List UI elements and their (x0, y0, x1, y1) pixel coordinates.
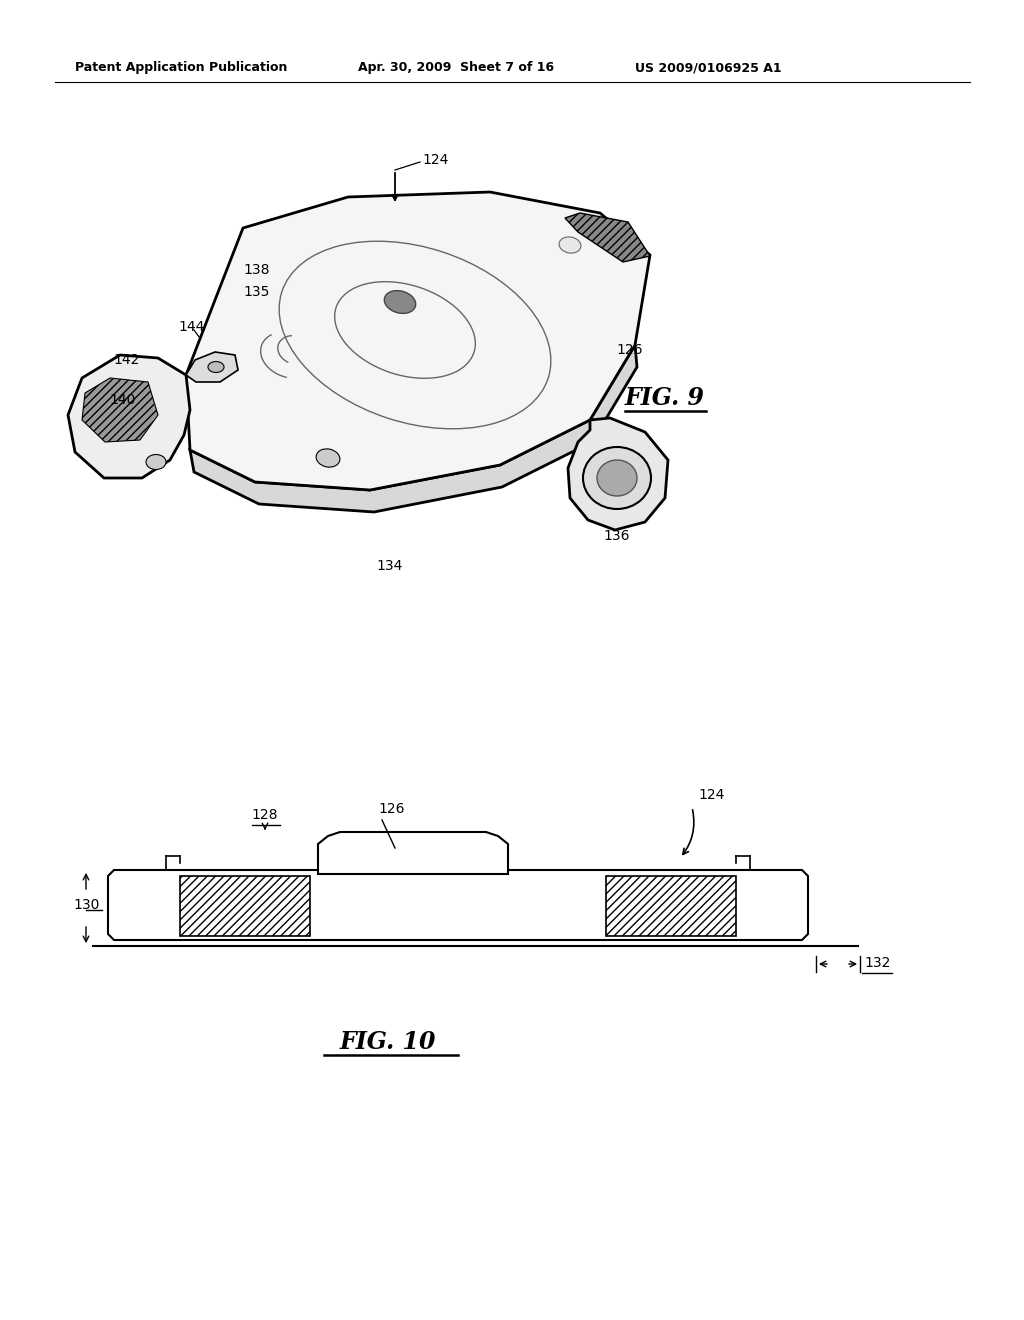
Ellipse shape (597, 459, 637, 496)
Ellipse shape (384, 290, 416, 313)
Polygon shape (318, 832, 508, 874)
Text: 144: 144 (178, 319, 205, 334)
Polygon shape (568, 418, 668, 531)
Text: 124: 124 (422, 153, 449, 168)
Text: 142: 142 (114, 352, 140, 367)
Ellipse shape (208, 362, 224, 372)
Polygon shape (565, 213, 650, 261)
Text: 134: 134 (377, 558, 403, 573)
Text: 124: 124 (698, 788, 724, 803)
Ellipse shape (316, 449, 340, 467)
Text: FIG. 10: FIG. 10 (340, 1030, 436, 1053)
Text: 132: 132 (864, 956, 891, 970)
Polygon shape (82, 378, 158, 442)
Text: 126: 126 (378, 803, 404, 816)
FancyBboxPatch shape (606, 876, 736, 936)
Text: Patent Application Publication: Patent Application Publication (75, 62, 288, 74)
Text: 136: 136 (604, 529, 630, 543)
Text: 135: 135 (243, 285, 269, 300)
Text: FIG. 9: FIG. 9 (625, 385, 705, 411)
Text: 138: 138 (243, 263, 269, 277)
Polygon shape (68, 355, 190, 478)
Ellipse shape (146, 454, 166, 470)
Text: 130: 130 (74, 898, 100, 912)
Polygon shape (186, 352, 238, 381)
Text: US 2009/0106925 A1: US 2009/0106925 A1 (635, 62, 781, 74)
Text: Apr. 30, 2009  Sheet 7 of 16: Apr. 30, 2009 Sheet 7 of 16 (358, 62, 554, 74)
FancyBboxPatch shape (180, 876, 310, 936)
Ellipse shape (583, 447, 651, 510)
Polygon shape (108, 870, 808, 940)
Polygon shape (186, 191, 650, 490)
Text: 128: 128 (252, 808, 279, 822)
Text: 140: 140 (110, 393, 136, 407)
Text: 126: 126 (616, 343, 642, 356)
Ellipse shape (559, 236, 581, 253)
Polygon shape (190, 345, 637, 512)
